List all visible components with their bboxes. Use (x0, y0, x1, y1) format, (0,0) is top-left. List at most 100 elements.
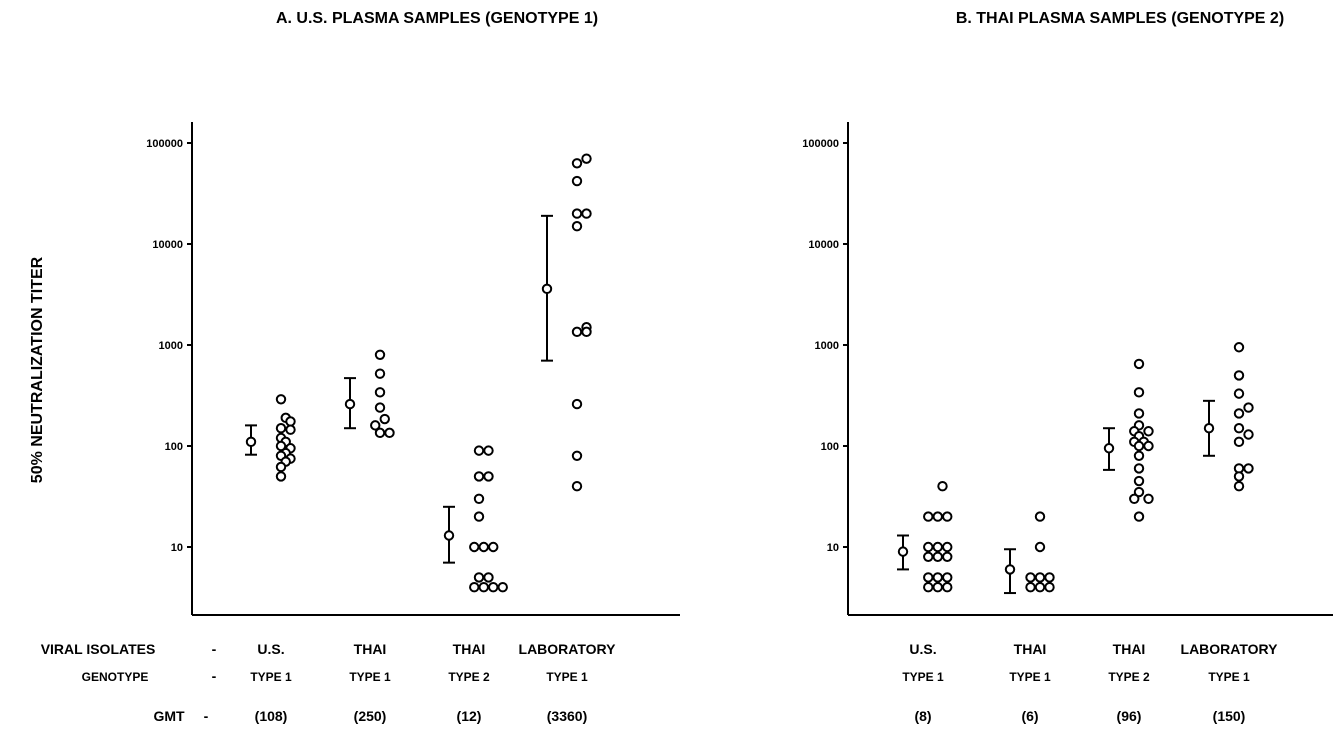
data-point (571, 158, 583, 169)
data-point (275, 461, 287, 473)
data-point (488, 541, 499, 553)
data-point (1233, 471, 1245, 482)
data-point (571, 221, 583, 232)
geometric-mean-marker (541, 283, 553, 295)
isolates-dash: - (212, 641, 217, 657)
y-tick-label: 100 (821, 441, 839, 453)
isolate-label: U.S. (909, 641, 936, 657)
data-point (1034, 572, 1046, 583)
data-point (942, 572, 953, 583)
data-point (932, 511, 943, 522)
isolate-label: THAI (453, 641, 486, 657)
genotype-dash: - (212, 668, 217, 684)
data-point (571, 450, 583, 461)
data-point (473, 471, 485, 482)
geometric-mean-marker (897, 546, 909, 557)
gmt-label: GMT (153, 708, 185, 724)
y-tick-label: 100 (165, 441, 183, 453)
data-point (275, 471, 287, 482)
data-point (1044, 572, 1055, 583)
gmt-value: (96) (1117, 708, 1142, 724)
data-point (932, 572, 943, 583)
data-point (1233, 370, 1245, 381)
data-point (1243, 463, 1254, 474)
data-point (469, 581, 480, 593)
row-labels: VIRAL ISOLATES GENOTYPE GMT - - - (41, 641, 217, 724)
data-point (473, 445, 485, 456)
data-point (1233, 388, 1245, 399)
data-point (571, 480, 583, 492)
geometric-mean-marker (1004, 564, 1016, 575)
data-point (942, 541, 953, 553)
data-point (275, 423, 287, 434)
isolate-label: THAI (1113, 641, 1146, 657)
data-point (581, 326, 592, 338)
gmt-value: (108) (255, 708, 288, 724)
data-point (1034, 511, 1046, 522)
gmt-value: (250) (354, 708, 387, 724)
gmt-value: (12) (457, 708, 482, 724)
geometric-mean-marker (443, 530, 455, 541)
data-point (1143, 426, 1154, 437)
data-point (923, 581, 934, 593)
data-point (1233, 436, 1245, 448)
y-tick-label: 100000 (146, 138, 183, 150)
gmt-value: (8) (914, 708, 931, 724)
data-point (923, 551, 934, 562)
data-point (571, 326, 583, 338)
data-point (1133, 387, 1145, 398)
genotype-value: TYPE 1 (1009, 670, 1051, 684)
data-point (1133, 475, 1145, 487)
data-point (275, 440, 287, 452)
panel-a: A. U.S. PLASMA SAMPLES (GENOTYPE 1) 10 10… (146, 10, 680, 724)
data-point (942, 551, 953, 562)
isolate-label: THAI (354, 641, 387, 657)
panel-a-title: A. U.S. PLASMA SAMPLES (GENOTYPE 1) (276, 10, 598, 27)
data-point (1233, 480, 1245, 492)
data-point (478, 581, 489, 593)
data-point (1233, 342, 1245, 353)
panel-b-title: B. THAI PLASMA SAMPLES (GENOTYPE 2) (956, 10, 1284, 27)
data-point (571, 208, 583, 219)
y-tick-label: 10 (171, 542, 183, 554)
isolate-label: LABORATORY (1181, 641, 1279, 657)
isolate-label: THAI (1014, 641, 1047, 657)
data-point (374, 427, 386, 439)
data-point (1233, 423, 1245, 434)
data-point (1129, 493, 1140, 505)
data-point (942, 581, 953, 593)
genotype-value: TYPE 1 (349, 670, 391, 684)
data-point (473, 493, 485, 505)
data-point (473, 572, 485, 583)
genotype-label: GENOTYPE (82, 670, 149, 684)
genotype-value: TYPE 2 (1108, 670, 1150, 684)
data-point (932, 581, 943, 593)
y-tick-label: 1000 (159, 340, 183, 352)
geometric-mean-marker (1203, 423, 1215, 434)
genotype-value: TYPE 2 (448, 670, 490, 684)
data-point (581, 208, 592, 219)
data-point (1233, 408, 1245, 419)
data-point (937, 480, 948, 492)
genotype-value: TYPE 1 (1208, 670, 1250, 684)
data-point (932, 551, 943, 562)
geometric-mean-marker (245, 436, 257, 448)
y-tick-label: 10000 (152, 239, 183, 251)
data-point (1133, 408, 1145, 419)
data-point (581, 153, 592, 164)
data-point (1025, 581, 1036, 593)
data-point (473, 511, 485, 522)
data-point (1143, 493, 1154, 505)
geometric-mean-marker (1103, 443, 1115, 454)
data-point (923, 541, 934, 553)
y-tick-label: 10000 (808, 239, 839, 251)
geometric-mean-marker (344, 398, 356, 410)
data-point (1133, 450, 1145, 461)
genotype-value: TYPE 1 (902, 670, 944, 684)
data-point (374, 349, 386, 360)
y-tick-label: 10 (827, 542, 839, 554)
data-point (374, 387, 386, 398)
gmt-value: (3360) (547, 708, 587, 724)
data-point (1133, 358, 1145, 370)
